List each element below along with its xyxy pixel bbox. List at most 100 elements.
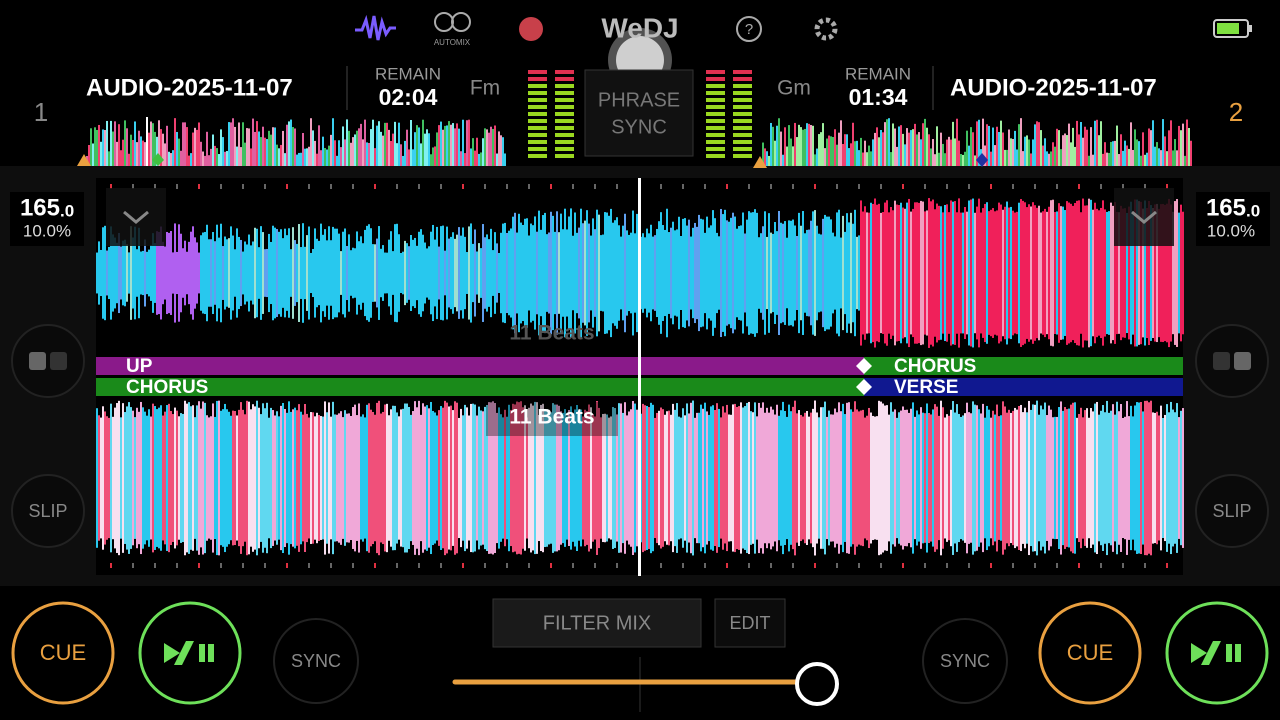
overview-bar <box>1042 145 1044 166</box>
waveform-bar <box>1016 409 1018 547</box>
waveform-bar <box>312 248 314 298</box>
bpm-decimal: .0 <box>60 201 74 220</box>
waveform-bar <box>96 408 98 548</box>
waveform-bar <box>892 411 894 545</box>
sync-button[interactable] <box>273 618 359 704</box>
waveform-bar <box>124 412 126 544</box>
waveform-bar <box>284 228 286 318</box>
waveform-bar <box>648 233 650 313</box>
waveform-bar <box>1126 401 1128 555</box>
slip-button[interactable] <box>11 474 85 548</box>
waveform-bar <box>286 412 288 544</box>
overview-bar <box>264 137 266 166</box>
waveform-bar <box>214 416 216 540</box>
waveform-bar <box>992 208 994 338</box>
cue-button[interactable] <box>1038 601 1142 705</box>
waveform-bar <box>788 404 790 552</box>
waveform-bar <box>778 210 780 336</box>
waveform-bar <box>276 411 278 545</box>
waveform-bar <box>330 240 332 306</box>
overview-bar <box>780 131 782 166</box>
waveform-bar <box>328 226 330 320</box>
crossfader-knob[interactable] <box>795 662 839 706</box>
overview-bar <box>202 151 204 166</box>
beat-tick <box>440 184 442 189</box>
waveform-bar <box>742 212 744 334</box>
waveform-bar <box>372 411 374 545</box>
waveform-bar <box>730 414 732 542</box>
waveform-bar <box>198 252 200 294</box>
overview-bar <box>440 121 442 166</box>
edit-button[interactable] <box>714 598 786 648</box>
beat-tick <box>330 563 332 568</box>
waveform-bar <box>500 414 502 542</box>
waveform-bar <box>816 225 818 321</box>
waveform-bar <box>1072 205 1074 341</box>
waveform-icon[interactable] <box>355 14 396 41</box>
beats-label: 11 Beats <box>509 406 594 429</box>
waveform-bar <box>706 216 708 330</box>
waveform-bar <box>904 409 906 547</box>
phrase-label: CHORUS <box>126 377 208 398</box>
waveform-bar <box>540 404 542 552</box>
overview-bar <box>454 128 456 166</box>
pad-mode-button[interactable] <box>1195 324 1269 398</box>
settings-button[interactable] <box>814 17 838 41</box>
waveform-bar <box>940 400 942 556</box>
overview-bar <box>932 139 934 166</box>
overview-bar <box>478 153 480 166</box>
waveform-bar <box>932 409 934 547</box>
beat-tick <box>748 184 750 189</box>
beat-tick <box>858 563 860 568</box>
waveform-bar <box>382 245 384 301</box>
overview-bar <box>988 125 990 166</box>
waveform-bar <box>342 231 344 315</box>
waveform-bar <box>546 234 548 312</box>
waveform-bar <box>1068 408 1070 548</box>
waveform-bar <box>598 407 600 549</box>
phrase-sync-button[interactable] <box>584 69 694 157</box>
meter-segment <box>555 154 574 158</box>
waveform-bar <box>388 415 390 541</box>
automix-button[interactable]: AUTOMIX <box>434 12 471 47</box>
overview-bar <box>868 145 870 166</box>
sync-button[interactable] <box>922 618 1008 704</box>
beat-tick <box>154 563 156 568</box>
overview-bar <box>306 148 308 166</box>
waveform-bar <box>698 214 700 332</box>
waveform-bar <box>556 211 558 335</box>
waveform-bar <box>974 212 976 334</box>
waveform-bar <box>320 416 322 540</box>
waveform-bar <box>298 404 300 552</box>
cue-button[interactable] <box>11 601 115 705</box>
waveform-bar <box>718 236 720 310</box>
waveform-bar <box>166 405 168 551</box>
overview-bar <box>444 125 446 166</box>
waveform-bar <box>554 231 556 315</box>
filter-mix-button[interactable] <box>492 598 702 648</box>
waveform-bar <box>186 403 188 553</box>
overview-bar <box>426 129 428 166</box>
waveform-bar <box>1090 408 1092 548</box>
play-button[interactable] <box>1165 601 1269 705</box>
beat-tick <box>814 184 816 189</box>
bpm-box[interactable] <box>10 192 84 246</box>
slip-button[interactable] <box>1195 474 1269 548</box>
bpm-box[interactable] <box>1196 192 1270 246</box>
waveform-bar <box>884 405 886 551</box>
record-button[interactable] <box>519 17 543 41</box>
pad-mode-button[interactable] <box>11 324 85 398</box>
waveform-bar <box>858 411 860 545</box>
play-button[interactable] <box>138 601 242 705</box>
help-button[interactable] <box>736 16 762 42</box>
waveform-bar <box>1120 205 1122 341</box>
overview-bar <box>1100 121 1102 166</box>
waveform-bar <box>602 234 604 312</box>
waveform-bar <box>208 239 210 307</box>
waveform-bar <box>422 234 424 312</box>
waveform-bar <box>1024 202 1026 344</box>
overview-bar <box>1058 130 1060 166</box>
overview-bar <box>184 122 186 166</box>
overview-bar <box>372 119 374 166</box>
waveform-bar <box>1052 417 1054 539</box>
